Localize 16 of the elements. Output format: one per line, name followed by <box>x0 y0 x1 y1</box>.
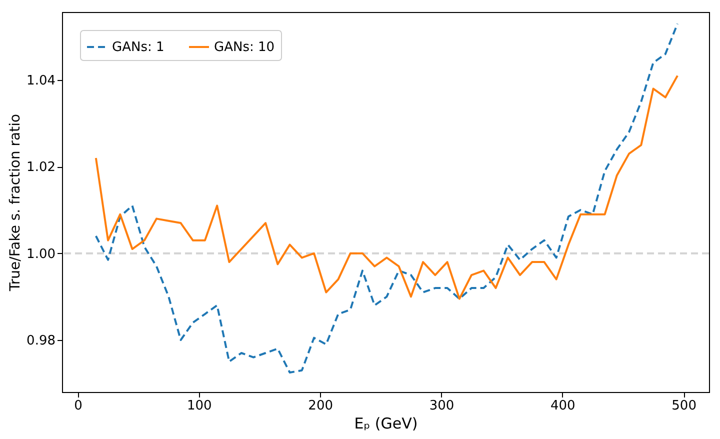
line-series <box>94 74 678 300</box>
x-axis-title: Eₚ (GeV) <box>354 414 418 432</box>
legend-label: GANs: 10 <box>214 40 275 55</box>
legend-label: GANs: 1 <box>112 40 164 55</box>
x-tick-label: 100 <box>187 398 212 414</box>
line-series <box>94 22 678 374</box>
y-tick-label: 1.00 <box>26 246 56 262</box>
x-tick-label: 0 <box>74 398 82 414</box>
y-tick-label: 0.98 <box>26 334 56 349</box>
y-axis-title: True/Fake s. fraction ratio <box>8 114 24 292</box>
x-tick-label: 300 <box>429 398 454 414</box>
x-tick-label: 400 <box>550 398 576 414</box>
x-tick-label: 500 <box>672 398 696 414</box>
y-tick-label: 1.02 <box>26 160 56 176</box>
y-tick-label: 1.04 <box>26 74 56 89</box>
x-tick-label: 200 <box>308 398 333 414</box>
